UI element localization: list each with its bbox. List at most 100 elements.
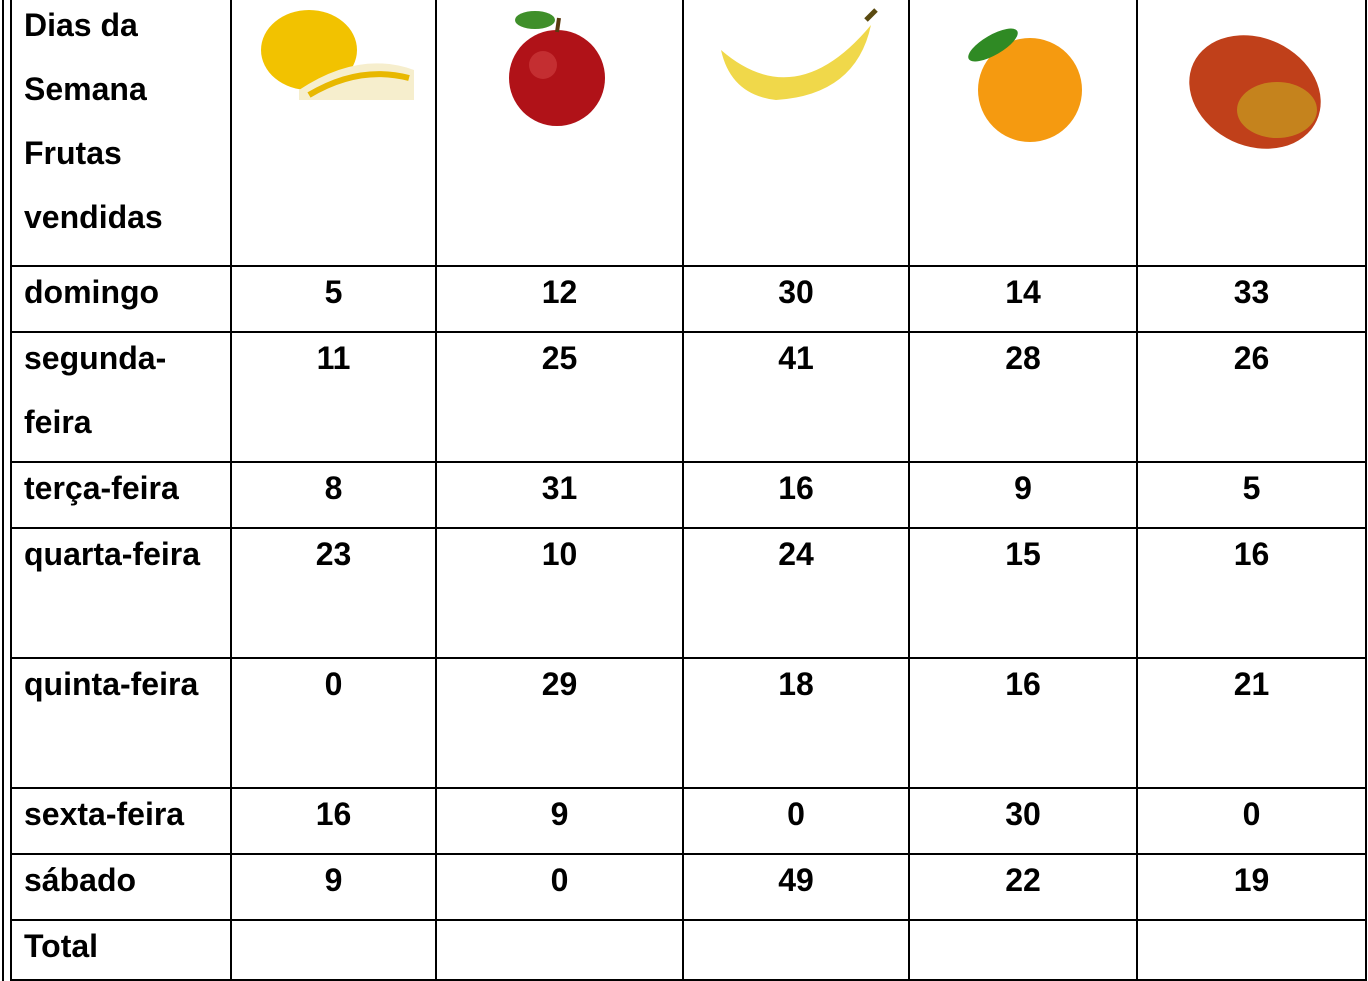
- day-label: terça-feira: [24, 463, 230, 520]
- total-empty-cell: [684, 921, 910, 981]
- value: 21: [1138, 659, 1365, 716]
- mango-image: [1177, 0, 1327, 150]
- value-cell: 0: [232, 659, 437, 789]
- fruit-cell: [232, 0, 437, 267]
- value: 33: [1138, 267, 1365, 324]
- value: 0: [232, 659, 435, 716]
- value-cell: 16: [232, 789, 437, 855]
- day-label: quarta-feira: [24, 529, 230, 586]
- fruit-cell: [910, 0, 1138, 267]
- value: 10: [437, 529, 682, 586]
- value-cell: 49: [684, 855, 910, 921]
- value: 0: [1138, 789, 1365, 846]
- apple-image: [495, 0, 625, 130]
- value: 5: [1138, 463, 1365, 520]
- value-cell: 10: [437, 529, 684, 659]
- value: 9: [910, 463, 1136, 520]
- melon-image: [249, 0, 419, 110]
- value-cell: 19: [1138, 855, 1365, 921]
- value: 25: [437, 333, 682, 390]
- value-cell: 0: [437, 855, 684, 921]
- value-cell: 16: [910, 659, 1138, 789]
- value-cell: 12: [437, 267, 684, 333]
- value-cell: 29: [437, 659, 684, 789]
- value: 16: [684, 463, 908, 520]
- page: Dias da Semana Frutas vendidas domingo51…: [0, 0, 1368, 981]
- value-cell: 9: [910, 463, 1138, 529]
- value-cell: 11: [232, 333, 437, 463]
- value-cell: 31: [437, 463, 684, 529]
- value: 9: [437, 789, 682, 846]
- value: 12: [437, 267, 682, 324]
- value-cell: 16: [1138, 529, 1365, 659]
- fruit-cell: [684, 0, 910, 267]
- value: 0: [684, 789, 908, 846]
- total-label-cell: Total: [12, 921, 232, 981]
- value: 18: [684, 659, 908, 716]
- total-label: Total: [24, 921, 230, 978]
- value: 8: [232, 463, 435, 520]
- value-cell: 5: [232, 267, 437, 333]
- value-cell: 21: [1138, 659, 1365, 789]
- total-empty-cell: [910, 921, 1138, 981]
- value-cell: 33: [1138, 267, 1365, 333]
- value-cell: 18: [684, 659, 910, 789]
- total-empty-cell: [437, 921, 684, 981]
- day-label-cell: domingo: [12, 267, 232, 333]
- value: 22: [910, 855, 1136, 912]
- day-label-cell: terça-feira: [12, 463, 232, 529]
- value-cell: 23: [232, 529, 437, 659]
- header-label: Dias da Semana Frutas vendidas: [24, 0, 230, 249]
- value: 23: [232, 529, 435, 586]
- total-empty-cell: [1138, 921, 1365, 981]
- day-label: sábado: [24, 855, 230, 912]
- banana-image: [706, 0, 886, 130]
- value-cell: 22: [910, 855, 1138, 921]
- value-cell: 9: [232, 855, 437, 921]
- value-cell: 28: [910, 333, 1138, 463]
- value: 31: [437, 463, 682, 520]
- value: 5: [232, 267, 435, 324]
- value: 11: [232, 333, 435, 390]
- value: 28: [910, 333, 1136, 390]
- value-cell: 24: [684, 529, 910, 659]
- day-label-cell: segunda-feira: [12, 333, 232, 463]
- day-label: quinta-feira: [24, 659, 230, 716]
- day-label: sexta-feira: [24, 789, 230, 846]
- value: 24: [684, 529, 908, 586]
- value-cell: 5: [1138, 463, 1365, 529]
- value: 29: [437, 659, 682, 716]
- value-cell: 0: [1138, 789, 1365, 855]
- day-label: domingo: [24, 267, 230, 324]
- value: 16: [1138, 529, 1365, 586]
- value: 15: [910, 529, 1136, 586]
- day-label-cell: quinta-feira: [12, 659, 232, 789]
- border: [2, 0, 4, 981]
- value-cell: 14: [910, 267, 1138, 333]
- value: 41: [684, 333, 908, 390]
- value: 30: [910, 789, 1136, 846]
- value-cell: 26: [1138, 333, 1365, 463]
- value-cell: 15: [910, 529, 1138, 659]
- value-cell: 0: [684, 789, 910, 855]
- value: 26: [1138, 333, 1365, 390]
- value-cell: 25: [437, 333, 684, 463]
- day-label-cell: quarta-feira: [12, 529, 232, 659]
- fruit-cell: [437, 0, 684, 267]
- value: 14: [910, 267, 1136, 324]
- value-cell: 41: [684, 333, 910, 463]
- value: 49: [684, 855, 908, 912]
- fruit-cell: [1138, 0, 1365, 267]
- value-cell: 8: [232, 463, 437, 529]
- value-cell: 30: [910, 789, 1138, 855]
- orange-image: [948, 0, 1098, 150]
- value: 9: [232, 855, 435, 912]
- value-cell: 9: [437, 789, 684, 855]
- value: 16: [232, 789, 435, 846]
- header-cell: Dias da Semana Frutas vendidas: [12, 0, 232, 267]
- day-label-cell: sexta-feira: [12, 789, 232, 855]
- value: 19: [1138, 855, 1365, 912]
- day-label: segunda-feira: [24, 333, 230, 454]
